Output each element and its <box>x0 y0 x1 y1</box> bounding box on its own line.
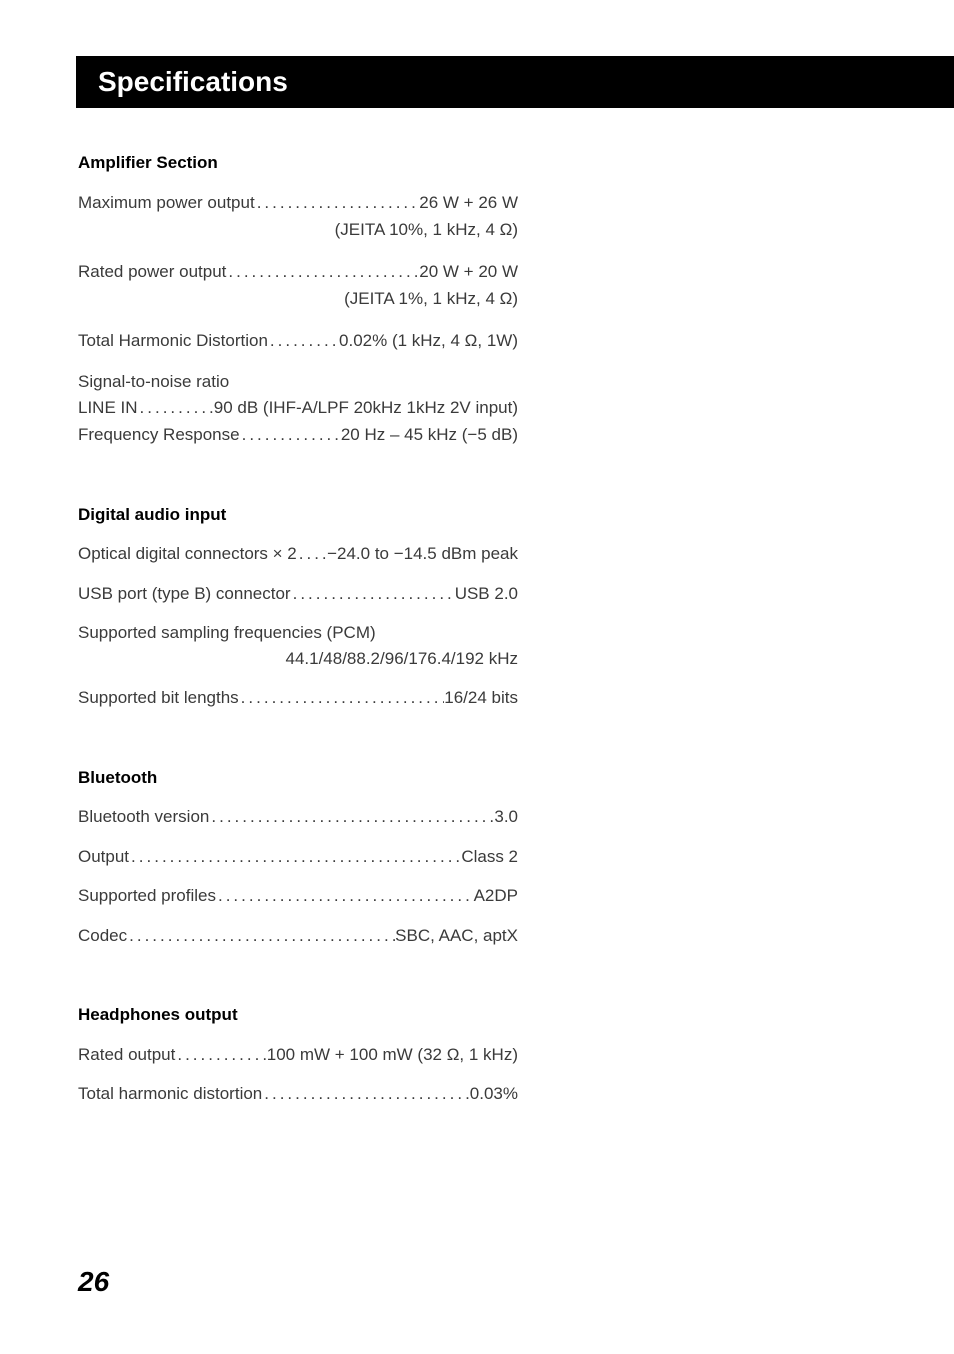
spec-label: USB port (type B) connector <box>78 581 291 607</box>
leader-dots <box>239 685 445 711</box>
spec-entry: Codec SBC, AAC, aptX <box>78 923 518 949</box>
leader-dots <box>127 923 395 949</box>
spec-label: Total Harmonic Distortion <box>78 328 268 354</box>
spec-value: 20 W + 20 W <box>419 259 518 285</box>
leader-dots <box>262 1081 470 1107</box>
leader-dots <box>291 581 455 607</box>
spec-value: 26 W + 26 W <box>419 190 518 216</box>
spec-label: Frequency Response <box>78 422 240 448</box>
spec-entry: Maximum power output 26 W + 26 W (JEITA … <box>78 190 518 243</box>
content-column: Amplifier Section Maximum power output 2… <box>78 150 518 1107</box>
spec-label: Total harmonic distortion <box>78 1081 262 1107</box>
spec-value: USB 2.0 <box>455 581 518 607</box>
spec-entry: Bluetooth version 3.0 <box>78 804 518 830</box>
spec-entry: Total harmonic distortion 0.03% <box>78 1081 518 1107</box>
spec-entry: Supported profiles A2DP <box>78 883 518 909</box>
spec-value: 3.0 <box>494 804 518 830</box>
leader-dots <box>297 541 327 567</box>
leader-dots <box>175 1042 266 1068</box>
leader-dots <box>255 190 420 216</box>
spec-value: 90 dB (IHF-A/LPF 20kHz 1kHz 2V input) <box>214 395 518 421</box>
spec-value: A2DP <box>474 883 518 909</box>
spec-value: 44.1/48/88.2/96/176.4/192 kHz <box>78 646 518 672</box>
spec-label: Rated output <box>78 1042 175 1068</box>
spec-value: −24.0 to −14.5 dBm peak <box>327 541 518 567</box>
page-title: Specifications <box>76 56 954 108</box>
spec-value: SBC, AAC, aptX <box>395 923 518 949</box>
spec-entry: Supported sampling frequencies (PCM) 44.… <box>78 620 518 671</box>
spec-label: Codec <box>78 923 127 949</box>
leader-dots <box>216 883 474 909</box>
section-heading-bluetooth: Bluetooth <box>78 765 518 791</box>
spec-label: Supported sampling frequencies (PCM) <box>78 620 518 646</box>
page-number: 26 <box>78 1266 109 1298</box>
leader-dots <box>226 259 419 285</box>
spec-value: Class 2 <box>461 844 518 870</box>
spec-subheading: Signal-to-noise ratio <box>78 369 518 395</box>
spec-label: Optical digital connectors × 2 <box>78 541 297 567</box>
spec-entry: Rated output 100 mW + 100 mW (32 Ω, 1 kH… <box>78 1042 518 1068</box>
spec-entry: Total Harmonic Distortion 0.02% (1 kHz, … <box>78 328 518 354</box>
section-heading-digital: Digital audio input <box>78 502 518 528</box>
section-heading-headphones: Headphones output <box>78 1002 518 1028</box>
spec-label: Supported profiles <box>78 883 216 909</box>
leader-dots <box>209 804 494 830</box>
spec-value: 16/24 bits <box>444 685 518 711</box>
spec-label: Supported bit lengths <box>78 685 239 711</box>
leader-dots <box>129 844 461 870</box>
spec-entry: Output Class 2 <box>78 844 518 870</box>
spec-value: 100 mW + 100 mW (32 Ω, 1 kHz) <box>267 1042 518 1068</box>
spec-label: Maximum power output <box>78 190 255 216</box>
spec-label: LINE IN <box>78 395 138 421</box>
spec-value: 0.03% <box>470 1081 518 1107</box>
spec-label: Output <box>78 844 129 870</box>
leader-dots <box>268 328 339 354</box>
spec-entry: Rated power output 20 W + 20 W (JEITA 1%… <box>78 259 518 312</box>
spec-note: (JEITA 1%, 1 kHz, 4 Ω) <box>78 286 518 312</box>
leader-dots <box>240 422 341 448</box>
spec-value: 20 Hz – 45 kHz (−5 dB) <box>341 422 518 448</box>
spec-entry: Signal-to-noise ratio LINE IN 90 dB (IHF… <box>78 369 518 448</box>
spec-value: 0.02% (1 kHz, 4 Ω, 1W) <box>339 328 518 354</box>
spec-entry: USB port (type B) connector USB 2.0 <box>78 581 518 607</box>
spec-label: Rated power output <box>78 259 226 285</box>
spec-note: (JEITA 10%, 1 kHz, 4 Ω) <box>78 217 518 243</box>
section-heading-amplifier: Amplifier Section <box>78 150 518 176</box>
spec-label: Bluetooth version <box>78 804 209 830</box>
spec-entry: Optical digital connectors × 2 −24.0 to … <box>78 541 518 567</box>
spec-entry: Supported bit lengths 16/24 bits <box>78 685 518 711</box>
leader-dots <box>138 395 214 421</box>
